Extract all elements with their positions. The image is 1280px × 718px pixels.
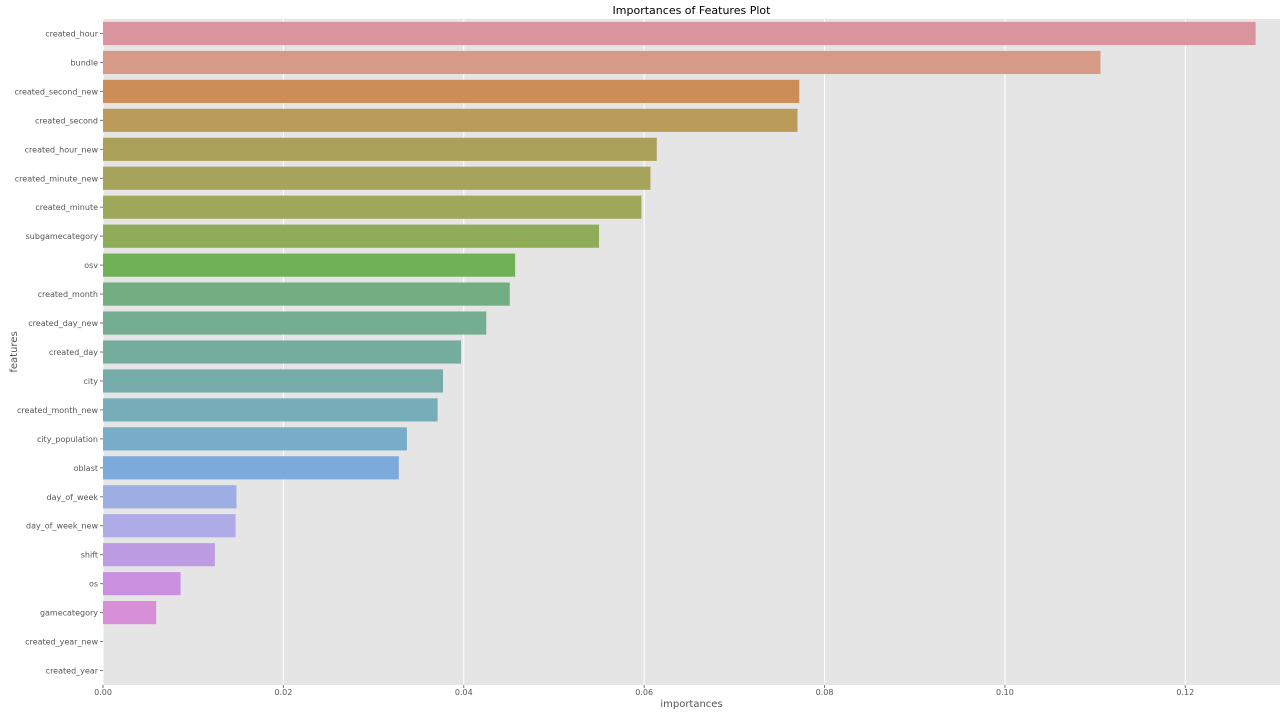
bars <box>103 21 1256 625</box>
x-tick-labels: 0.00 0.02 0.04 0.06 0.08 0.10 0.12 <box>94 685 1194 697</box>
x-tick-label: 0.04 <box>455 688 473 697</box>
x-tick-label: 0.02 <box>274 688 292 697</box>
y-tick-label: gamecategory <box>40 609 98 618</box>
y-tick-label: created_hour <box>45 29 99 38</box>
y-tick-label: created_second_new <box>14 87 98 96</box>
y-tick-label: osv <box>84 261 98 270</box>
x-tick-label: 0.10 <box>996 688 1014 697</box>
bar-created-day <box>103 340 462 364</box>
y-tick-label: subgamecategory <box>26 232 99 241</box>
bar-oblast <box>103 456 399 480</box>
y-tick-label: created_hour_new <box>25 145 99 154</box>
bar-city <box>103 369 444 393</box>
bar-osv <box>103 253 516 277</box>
x-tick-label: 0.06 <box>635 688 653 697</box>
y-tick-label: created_day_new <box>28 319 98 328</box>
y-tick-label: created_month <box>38 290 98 299</box>
y-tick-label: os <box>89 580 98 589</box>
bar-created-minute-new <box>103 166 651 190</box>
bar-day-of-week <box>103 485 237 509</box>
y-tick-label: bundle <box>71 58 99 67</box>
y-tick-label: shift <box>81 551 98 560</box>
bar-os <box>103 572 181 596</box>
y-tick-label: created_month_new <box>17 406 98 415</box>
bar-created-hour <box>103 21 1256 46</box>
x-tick-label: 0.12 <box>1176 688 1194 697</box>
y-tick-label: oblast <box>74 464 98 473</box>
y-tick-label: city_population <box>37 435 98 444</box>
bar-created-month <box>103 282 510 306</box>
bar-created-day-new <box>103 311 487 335</box>
bar-bundle <box>103 50 1101 75</box>
y-tick-label: created_year_new <box>25 638 98 647</box>
y-tick-label: city <box>84 377 99 386</box>
y-tick-label: created_minute <box>35 203 98 212</box>
x-axis-title: importances <box>660 699 722 710</box>
bar-created-minute <box>103 195 642 219</box>
y-tick-label: created_minute_new <box>15 174 99 183</box>
bar-created-second <box>103 108 798 132</box>
bar-subgamecategory <box>103 224 600 248</box>
y-tick-label: created_second <box>35 116 98 125</box>
x-tick-label: 0.08 <box>816 688 834 697</box>
bar-created-month-new <box>103 398 438 422</box>
bar-shift <box>103 543 215 567</box>
bar-gamecategory <box>103 601 157 625</box>
y-tick-label: day_of_week_new <box>26 522 98 531</box>
y-tick-label: created_year <box>46 667 99 676</box>
y-tick-label: day_of_week <box>47 493 99 502</box>
y-tick-label: created_day <box>49 348 98 357</box>
chart-title: Importances of Features Plot <box>613 4 772 17</box>
x-tick-label: 0.00 <box>94 688 112 697</box>
bar-city-population <box>103 427 407 451</box>
bar-created-second-new <box>103 79 800 103</box>
bar-created-hour-new <box>103 137 657 161</box>
bar-day-of-week-new <box>103 514 236 538</box>
y-axis-title: features <box>9 331 20 372</box>
